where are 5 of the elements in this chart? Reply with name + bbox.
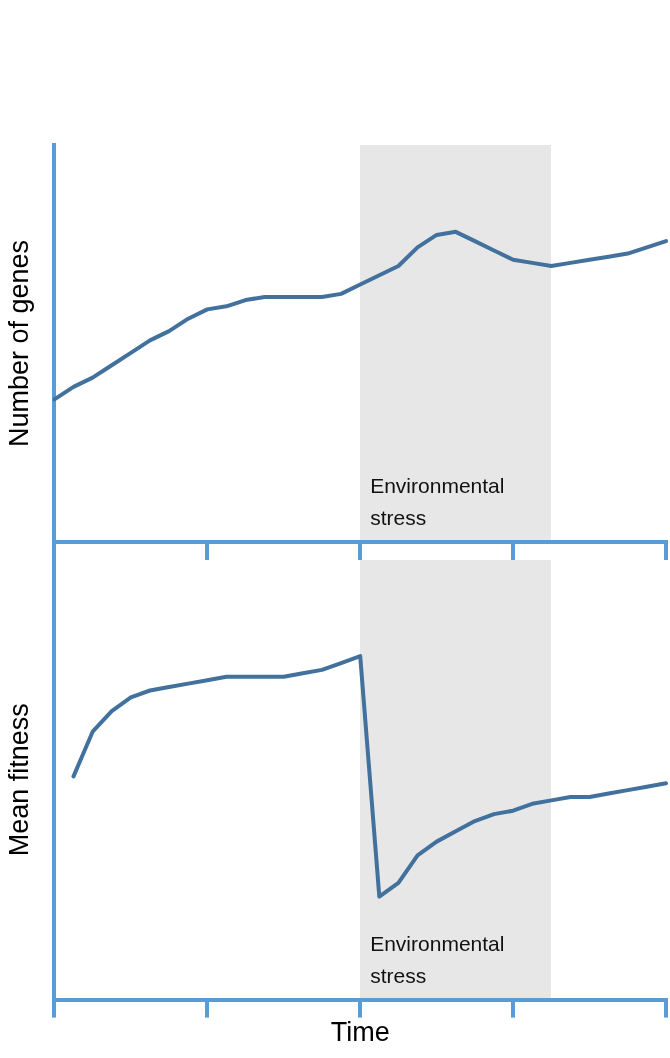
annotation: Environmental stress: [370, 930, 506, 989]
y-axis-title: Number of genes: [3, 239, 34, 448]
annotation: Environmental stress: [370, 473, 506, 531]
x-axis-title: Time: [330, 1017, 390, 1048]
y-axis-title: Mean fitness: [3, 703, 34, 857]
